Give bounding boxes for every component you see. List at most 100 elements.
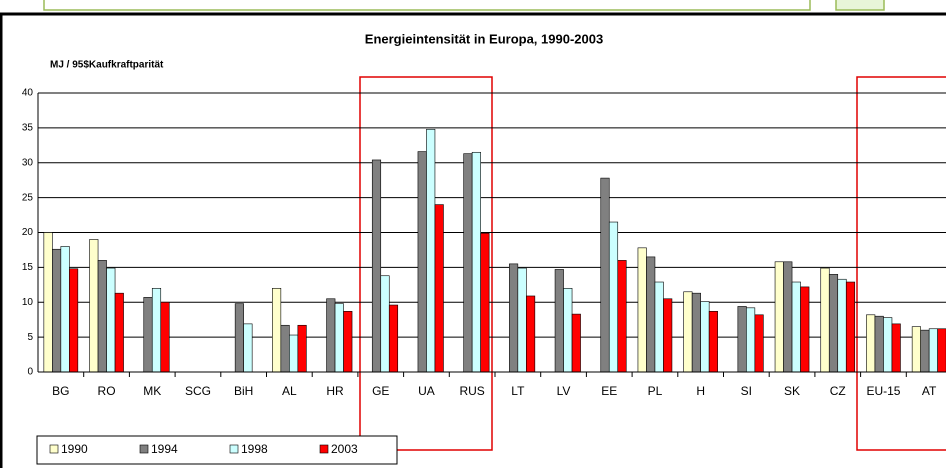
- x-tick-label: SK: [784, 384, 800, 398]
- bar: [426, 128, 436, 373]
- bar: [617, 260, 627, 373]
- bar: [911, 326, 921, 373]
- bar: [746, 307, 756, 373]
- bar: [663, 298, 673, 373]
- y-tick-label: 20: [22, 227, 34, 238]
- bar: [106, 267, 116, 373]
- chart-title: Energieintensität in Europa, 1990-2003: [365, 31, 603, 46]
- bar: [683, 291, 693, 373]
- x-tick-label: PL: [648, 384, 663, 398]
- legend-label: 1998: [241, 442, 268, 456]
- bar: [52, 248, 62, 373]
- bar: [928, 328, 938, 373]
- bar: [737, 306, 747, 373]
- legend-swatch: [139, 444, 149, 454]
- bar: [608, 221, 619, 373]
- bar: [783, 261, 793, 373]
- bar: [554, 269, 564, 373]
- x-tick-label: AL: [282, 384, 297, 398]
- bar: [517, 267, 527, 373]
- bar: [243, 323, 253, 373]
- legend-label: 1990: [61, 442, 88, 456]
- bar: [774, 261, 784, 373]
- x-tick-label: BiH: [234, 384, 253, 398]
- x-tick-label: BG: [52, 384, 69, 398]
- bar: [866, 314, 876, 373]
- bar: [143, 297, 153, 373]
- bar: [637, 247, 647, 373]
- bar: [820, 267, 830, 373]
- y-tick-label: 10: [22, 297, 34, 308]
- bar: [874, 315, 884, 373]
- x-tick-label: HR: [326, 384, 344, 398]
- highlight-box: [359, 76, 493, 451]
- y-tick-label: 15: [22, 262, 34, 273]
- bar: [509, 263, 519, 373]
- y-tick-label: 40: [22, 88, 34, 99]
- bar: [463, 153, 473, 373]
- x-tick-label: SCG: [185, 384, 211, 398]
- bar: [151, 287, 162, 373]
- frame: [0, 12, 946, 468]
- legend-label: 1994: [151, 442, 178, 456]
- y-tick-label: 5: [27, 332, 33, 343]
- x-tick-label: EU-15: [866, 384, 900, 398]
- bar: [371, 159, 382, 373]
- bar: [920, 329, 930, 373]
- x-tick-label: LT: [511, 384, 525, 398]
- bar: [69, 268, 79, 373]
- y-tick-label: 35: [22, 123, 34, 134]
- bar: [289, 334, 299, 373]
- bar: [654, 281, 664, 373]
- bar: [43, 232, 53, 373]
- bar: [937, 328, 946, 373]
- bar: [272, 287, 282, 373]
- y-tick-label: 30: [22, 157, 34, 168]
- x-tick-label: UA: [418, 384, 435, 398]
- legend-swatch: [229, 444, 239, 454]
- bar: [234, 303, 244, 373]
- bar: [380, 275, 390, 373]
- top-bar: [43, 0, 811, 11]
- bar: [114, 292, 124, 373]
- bar: [334, 303, 344, 373]
- x-tick-label: RO: [98, 384, 116, 398]
- bar: [280, 324, 290, 373]
- top-button: [835, 0, 885, 11]
- bar: [297, 324, 307, 373]
- x-tick-label: H: [696, 384, 705, 398]
- bar: [845, 281, 856, 373]
- bar: [828, 274, 839, 373]
- x-tick-label: CZ: [830, 384, 846, 398]
- bar: [571, 313, 581, 373]
- bar: [883, 317, 893, 373]
- x-tick-label: GE: [372, 384, 389, 398]
- bar: [563, 287, 573, 373]
- y-tick-label: 25: [22, 192, 34, 203]
- bar: [708, 311, 718, 373]
- x-tick-label: EE: [601, 384, 617, 398]
- bar: [417, 151, 427, 373]
- legend-swatch: [49, 444, 59, 454]
- bar: [60, 246, 70, 373]
- highlight-box: [856, 76, 946, 451]
- bar: [700, 301, 710, 373]
- x-tick-label: AT: [922, 384, 937, 398]
- bar: [646, 256, 656, 373]
- x-tick-label: LV: [557, 384, 571, 398]
- y-tick-label: 0: [27, 367, 33, 378]
- bar: [434, 204, 444, 373]
- bar: [837, 278, 847, 373]
- y-axis-label: MJ / 95$Kaufkraftparität: [50, 60, 164, 71]
- x-tick-label: MK: [143, 384, 161, 398]
- bar: [97, 260, 107, 373]
- bar: [388, 304, 399, 373]
- bar: [343, 311, 353, 373]
- bar: [691, 292, 701, 373]
- bar: [754, 314, 764, 373]
- bar: [89, 239, 99, 373]
- bar: [791, 281, 801, 373]
- bar: [526, 295, 536, 373]
- legend-label: 2003: [331, 442, 358, 456]
